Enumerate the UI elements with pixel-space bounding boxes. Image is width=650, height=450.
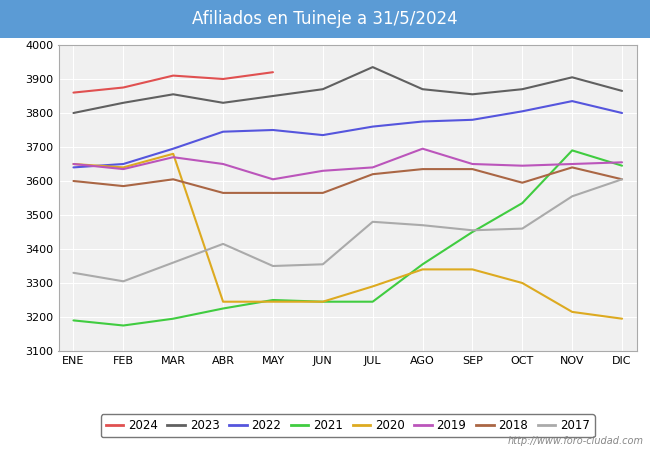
Text: http://www.foro-ciudad.com: http://www.foro-ciudad.com [508,436,644,446]
Legend: 2024, 2023, 2022, 2021, 2020, 2019, 2018, 2017: 2024, 2023, 2022, 2021, 2020, 2019, 2018… [101,414,595,437]
Text: Afiliados en Tuineje a 31/5/2024: Afiliados en Tuineje a 31/5/2024 [192,10,458,28]
